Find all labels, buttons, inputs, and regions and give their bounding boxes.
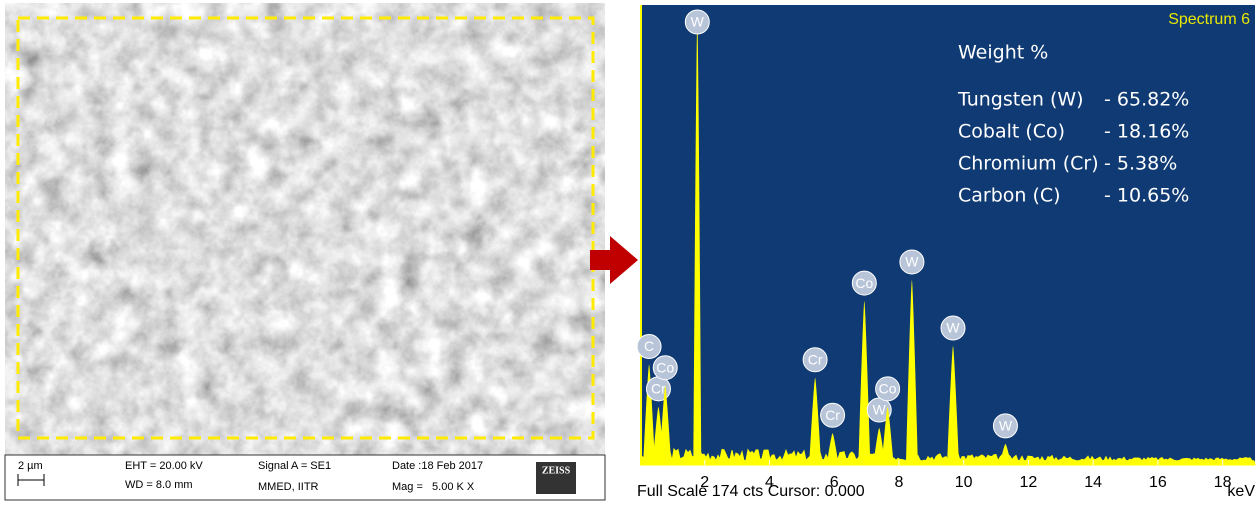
x-tick-label: 10: [955, 474, 973, 491]
wd: WD = 8.0 mm: [125, 479, 193, 491]
element-name: Tungsten (W): [957, 89, 1084, 111]
scale-bar-label: 2 µm: [18, 460, 43, 472]
logo: ZEISS: [542, 465, 571, 476]
weight-heading: Weight %: [958, 42, 1048, 64]
peak-label: W: [946, 320, 960, 336]
x-tick-label: 16: [1149, 474, 1167, 491]
peak-label: Cr: [825, 407, 840, 423]
x-unit: keV: [1227, 483, 1255, 500]
peak-label: Cr: [808, 351, 823, 367]
x-tick-label: 4: [765, 474, 774, 491]
page: 2 µm EHT = 20.00 kV WD = 8.0 mm Signal A…: [0, 0, 1258, 502]
peak-label: W: [873, 402, 887, 418]
x-tick-label: 12: [1020, 474, 1038, 491]
peak-label: Co: [879, 381, 897, 397]
peak-label: W: [905, 254, 919, 270]
peak-label: C: [644, 338, 654, 354]
signal: Signal A = SE1: [258, 460, 331, 472]
sem-panel: 2 µm EHT = 20.00 kV WD = 8.0 mm Signal A…: [5, 3, 605, 500]
element-weight: - 5.38%: [1104, 153, 1177, 175]
peak-label: W: [691, 14, 705, 30]
sem-image: [5, 3, 605, 455]
element-name: Cobalt (Co): [958, 121, 1065, 143]
plot-area: [640, 5, 1255, 465]
peak-label: Co: [656, 359, 674, 375]
mag: Mag = 5.00 K X: [392, 481, 475, 493]
peak-label: Co: [855, 275, 873, 291]
element-name: Carbon (C): [958, 185, 1061, 207]
figure: 2 µm EHT = 20.00 kV WD = 8.0 mm Signal A…: [0, 0, 1258, 502]
date: Date :18 Feb 2017: [392, 460, 483, 472]
element-name: Chromium (Cr): [958, 153, 1099, 175]
spectrum-panel: Spectrum 6 Weight % Full Scale 174 cts C…: [637, 5, 1255, 500]
element-weight: - 65.82%: [1104, 89, 1189, 111]
peak-label: Cr: [651, 381, 666, 397]
x-tick-label: 18: [1214, 474, 1232, 491]
x-tick-label: 8: [894, 474, 903, 491]
element-weight: - 10.65%: [1104, 185, 1189, 207]
element-weight: - 18.16%: [1104, 121, 1189, 143]
lab: MMED, IITR: [258, 481, 319, 493]
x-tick-label: 6: [830, 474, 839, 491]
eht: EHT = 20.00 kV: [125, 460, 203, 472]
peak-label: W: [999, 418, 1013, 434]
x-tick-label: 14: [1084, 474, 1102, 491]
spectrum-title: Spectrum 6: [1168, 11, 1250, 28]
x-tick-label: 2: [700, 474, 709, 491]
